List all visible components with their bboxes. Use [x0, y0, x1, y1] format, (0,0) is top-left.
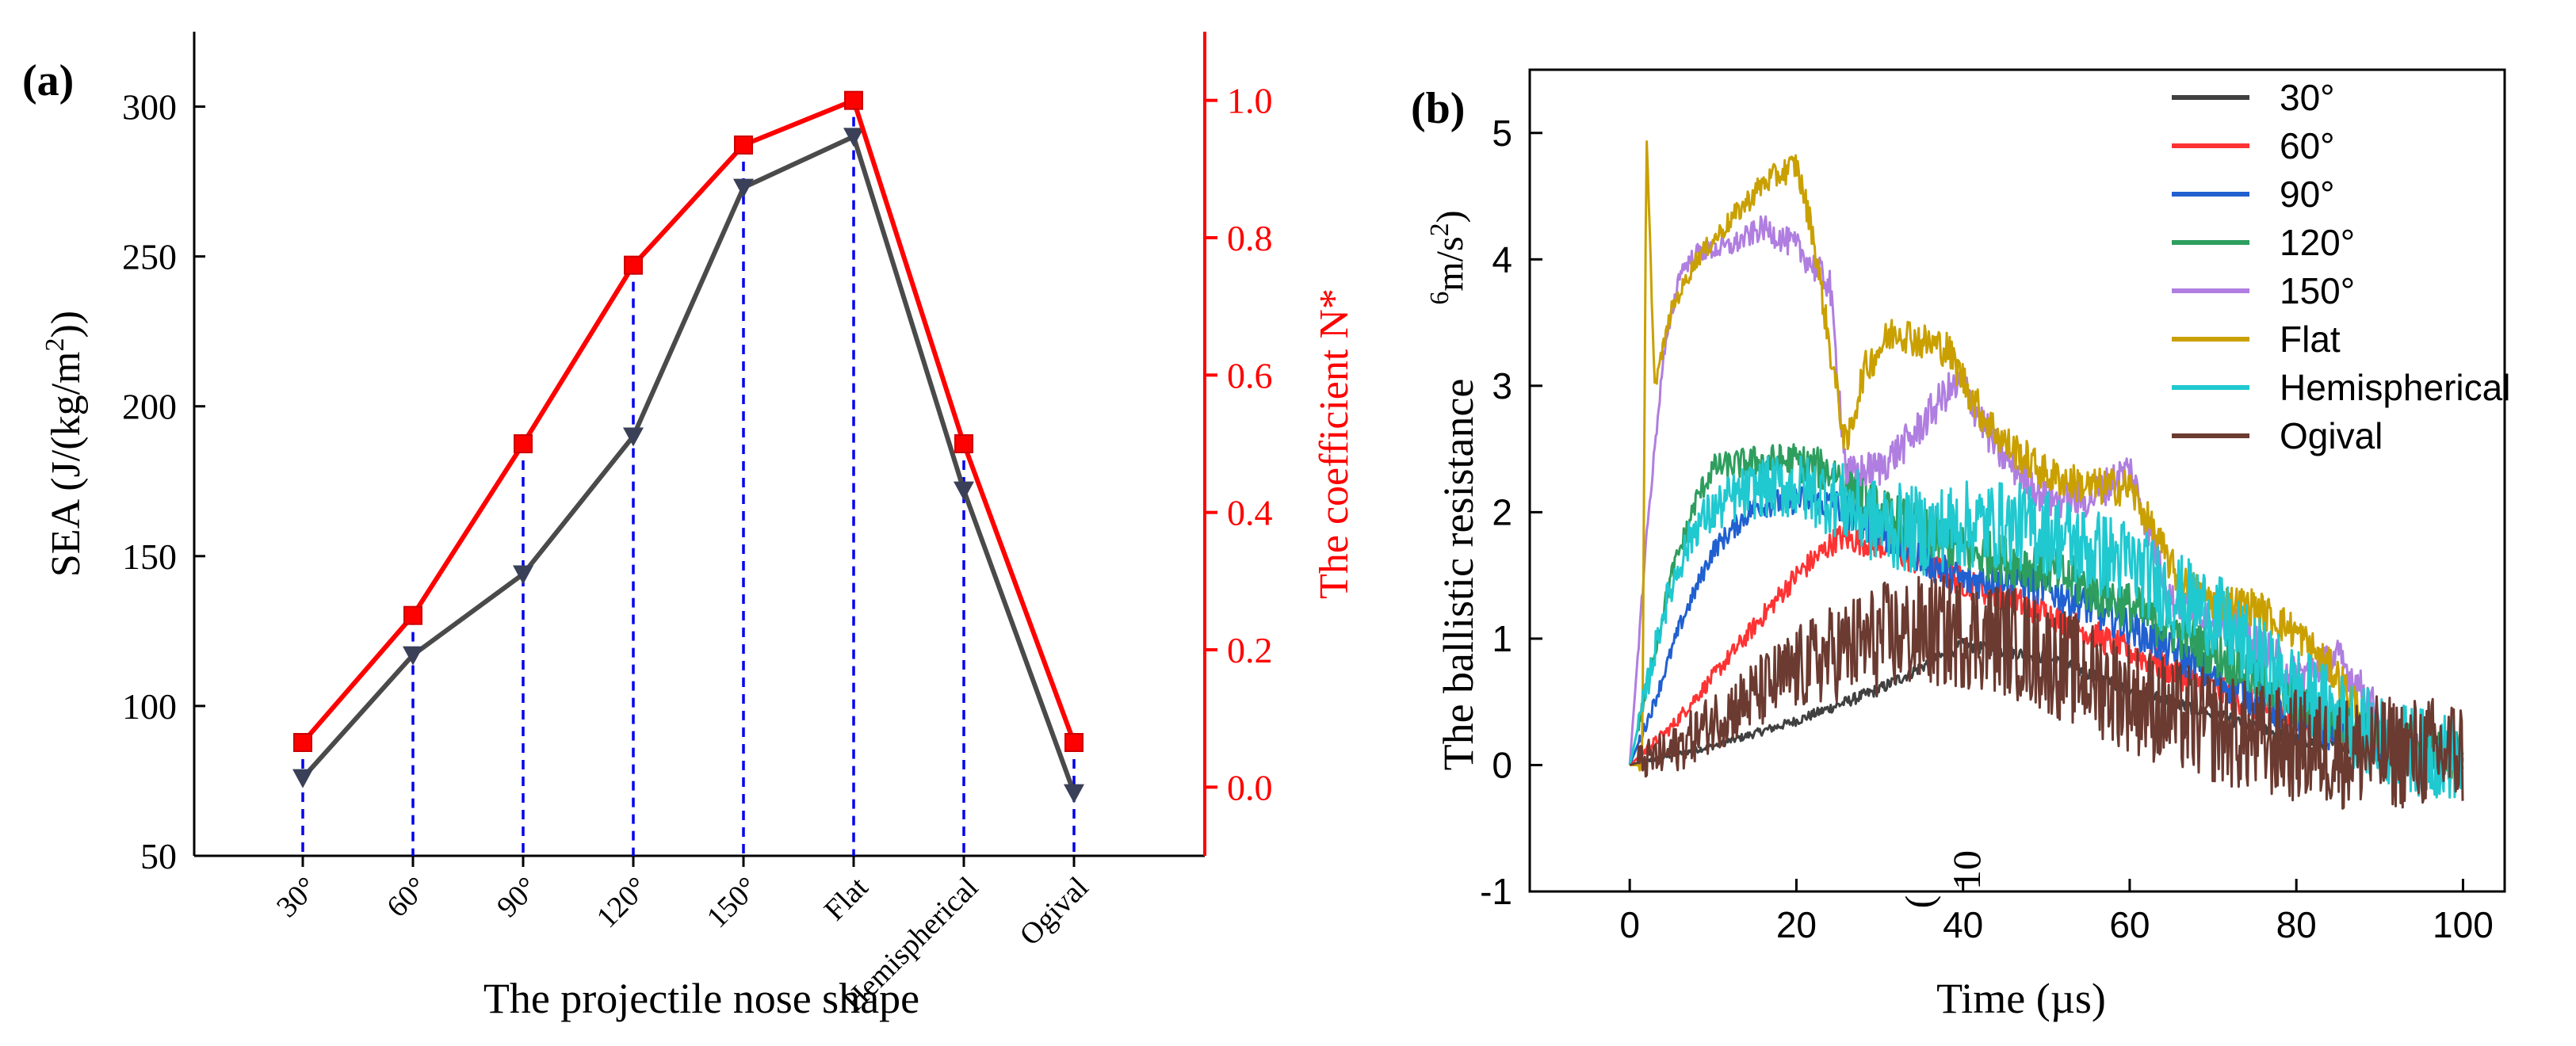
panel-a-label: (a) — [22, 56, 74, 105]
a-marker-triangle — [292, 769, 313, 788]
a-marker-triangle — [954, 481, 974, 501]
a-marker-triangle — [1064, 784, 1084, 804]
b-x-tick-label: 100 — [2433, 904, 2494, 945]
b-legend-label: 30° — [2280, 77, 2335, 118]
a-x-tick-label: 90° — [491, 871, 544, 924]
b-series-Flat — [1629, 140, 2364, 772]
b-y-tick-label: 2 — [1492, 491, 1512, 533]
panel-b-xlabel: Time (µs) — [1936, 975, 2106, 1022]
a-marker-triangle — [403, 646, 423, 666]
panel-a-guide-lines — [301, 100, 1076, 856]
a-marker-square — [954, 434, 973, 453]
a-right-tick-label: 0.0 — [1227, 767, 1273, 807]
a-left-tick-label: 150 — [122, 536, 177, 577]
b-y-tick-label: 5 — [1492, 113, 1512, 154]
b-x-tick-label: 80 — [2276, 904, 2317, 945]
b-x-tick-label: 40 — [1943, 904, 1983, 945]
b-x-tick-label: 0 — [1619, 904, 1640, 945]
panel-a-ylabel-left: SEA (J/(kg/m2)) — [40, 311, 89, 577]
panel-b-label: (b) — [1411, 84, 1465, 133]
a-x-tick-label: 150° — [701, 871, 765, 935]
a-marker-triangle — [623, 427, 644, 447]
a-right-tick-label: 0.6 — [1227, 355, 1273, 395]
b-legend-label: 150° — [2280, 270, 2355, 311]
a-x-tick-label: 30° — [270, 871, 323, 924]
panel-a-right-ticks: 0.0 0.2 0.4 0.6 0.8 1.0 — [1205, 81, 1273, 807]
b-y-tick-label: 1 — [1492, 618, 1512, 659]
b-x-tick-label: 20 — [1776, 904, 1817, 945]
a-marker-triangle — [843, 128, 864, 147]
a-marker-square — [734, 136, 753, 155]
a-left-tick-label: 100 — [122, 686, 177, 727]
panel-b-overlay-paren: ( — [1897, 895, 1941, 909]
panel-b-ylabel-unit: 6m/s2) — [1425, 210, 1471, 304]
b-y-tick-label: 3 — [1492, 365, 1512, 407]
b-legend-label: Hemispherical — [2280, 367, 2510, 408]
panel-b-overlay-ten: 10 — [1944, 850, 1989, 890]
panel-b-legend: 30° 60° 90° 120° 150° Flat Hemispherical Ogival — [2172, 77, 2510, 456]
b-y-tick-label: -1 — [1480, 871, 1512, 912]
a-series-line-N* — [300, 97, 1076, 744]
a-marker-square — [1064, 733, 1084, 752]
a-left-tick-label: 50 — [140, 836, 177, 876]
panel-b-ticks: 0 20 40 60 80 100 -1 0 1 2 3 4 5 — [1480, 113, 2494, 945]
a-marker-square — [514, 434, 533, 453]
b-legend-label: Flat — [2280, 319, 2341, 360]
b-legend-label: 60° — [2280, 125, 2335, 166]
panel-b: (b) 0 20 40 60 80 100 -1 0 1 2 3 4 5 30° 60° 90° 120° 15… — [1411, 68, 2510, 1022]
b-legend-label: 90° — [2280, 174, 2335, 215]
a-x-tick-label: Flat — [818, 870, 875, 927]
a-left-tick-label: 250 — [122, 237, 177, 277]
b-series-Ogival — [1629, 575, 2464, 810]
b-legend-label: Ogival — [2280, 415, 2383, 456]
a-right-tick-label: 0.2 — [1227, 630, 1273, 670]
a-left-tick-label: 300 — [122, 87, 177, 128]
panel-a: (a) 50 100 150 200 250 300 0.0 0.2 0.4 0.6 0.8 1.0… — [22, 32, 1357, 1022]
a-marker-square — [403, 605, 422, 625]
panel-b-ylabel: The ballistic resistance — [1435, 379, 1482, 771]
b-x-tick-label: 60 — [2109, 904, 2150, 945]
a-x-tick-label: 120° — [590, 871, 655, 935]
panel-b-series — [1628, 140, 2464, 810]
a-left-tick-label: 200 — [122, 387, 177, 427]
b-y-tick-label: 4 — [1492, 239, 1512, 280]
a-right-tick-label: 0.8 — [1227, 218, 1273, 258]
a-marker-square — [293, 733, 312, 752]
panel-a-ylabel-right: The coefficient N* — [1312, 288, 1357, 599]
a-marker-triangle — [733, 178, 754, 198]
panel-a-left-ticks: 50 100 150 200 250 300 — [122, 87, 205, 876]
a-series-line-SEA — [300, 134, 1076, 794]
panel-a-series — [292, 90, 1084, 804]
a-marker-triangle — [513, 565, 533, 585]
panel-a-xlabel: The projectile nose shape — [483, 975, 919, 1022]
a-right-tick-label: 1.0 — [1227, 81, 1273, 121]
a-right-tick-label: 0.4 — [1227, 493, 1273, 533]
a-x-tick-label: 60° — [380, 871, 434, 924]
a-marker-square — [844, 90, 863, 110]
b-legend-label: 120° — [2280, 222, 2355, 263]
a-marker-square — [624, 255, 643, 275]
b-y-tick-label: 0 — [1492, 744, 1512, 785]
a-x-tick-label: Ogival — [1014, 871, 1095, 952]
panel-b-frame — [1528, 68, 2506, 893]
